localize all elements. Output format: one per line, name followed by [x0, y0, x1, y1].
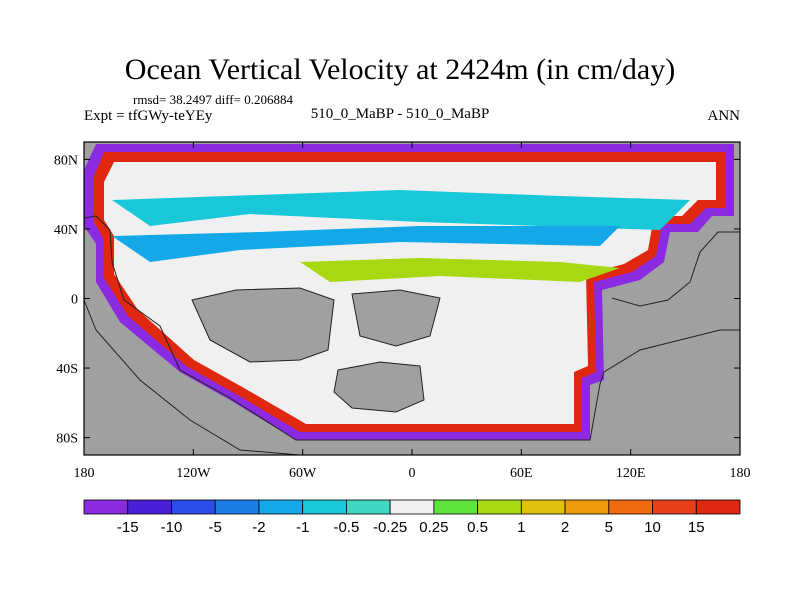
colorbar-label: -5	[209, 519, 222, 536]
colorbar-swatch	[127, 499, 172, 515]
x-tick-label: 120W	[176, 466, 211, 481]
coastline-east	[611, 231, 740, 307]
colorbar-swatch	[433, 499, 479, 515]
y-tick-label: 40N	[54, 223, 78, 238]
y-axis: 80N 40N 0 40S 80S	[54, 153, 740, 447]
field-band-green-mid	[300, 258, 620, 282]
y-tick-label: 80N	[54, 153, 78, 168]
colorbar-label: 2	[561, 519, 569, 536]
continent-center	[351, 289, 441, 347]
coastline	[84, 215, 740, 441]
season-label: ANN	[707, 108, 741, 124]
continent-west	[191, 287, 335, 363]
colorbar-label: 0.5	[467, 519, 488, 536]
colorbar-swatch	[389, 499, 435, 515]
coastline-west-south	[84, 299, 301, 455]
x-tick-label: 60W	[289, 466, 317, 481]
colorbar-swatch	[302, 499, 347, 515]
colorbar-swatch	[652, 499, 697, 515]
x-tick-label: 180	[74, 466, 95, 481]
colorbar-swatch	[258, 499, 304, 515]
colorbar-label: -1	[296, 519, 309, 536]
colorbar-label: -0.25	[373, 519, 407, 536]
continent-south-west	[333, 361, 425, 413]
y-tick-label: 0	[71, 293, 78, 308]
colorbar-swatch	[520, 499, 566, 515]
colorbar-label: 15	[688, 519, 705, 536]
colorbar-label: 1	[517, 519, 525, 536]
colorbar-swatch	[608, 499, 653, 515]
field-band-blue-north	[112, 226, 620, 262]
colorbar-swatch	[695, 499, 741, 515]
colorbar-label: 0.25	[419, 519, 448, 536]
colorbar-swatch	[171, 499, 216, 515]
colorbar-label: -15	[117, 519, 139, 536]
colorbar-label: 10	[644, 519, 661, 536]
colorbar-label: -10	[161, 519, 183, 536]
experiment-label: Expt = tfGWy-teYEy	[84, 108, 213, 124]
stats-line: rmsd= 38.2497 diff= 0.206884	[133, 92, 293, 107]
x-tick-label: 0	[409, 466, 416, 481]
colorbar: -15 -10 -5 -2 -1 -0.5 -0.25 0.25 0.5 1 2 5 10 15	[83, 499, 741, 536]
colorbar-label: -2	[252, 519, 265, 536]
colorbar-swatch	[214, 499, 260, 515]
x-tick-label: 60E	[510, 466, 533, 481]
x-axis: 180 120W 60W 0 60E 120E 180	[74, 142, 751, 481]
field-band-cyan-north	[112, 190, 690, 230]
colorbar-swatch	[477, 499, 522, 515]
runs-label: 510_0_MaBP - 510_0_MaBP	[310, 106, 490, 122]
colorbar-label: 5	[605, 519, 613, 536]
x-tick-label: 120E	[616, 466, 646, 481]
colorbar-swatch	[564, 499, 610, 515]
x-tick-label: 180	[730, 466, 751, 481]
colorbar-swatch	[345, 499, 391, 515]
y-tick-label: 40S	[56, 362, 78, 377]
y-tick-label: 80S	[56, 432, 78, 447]
map-field	[84, 142, 740, 455]
colorbar-swatch	[83, 499, 129, 515]
colorbar-label: -0.5	[333, 519, 359, 536]
chart-title: Ocean Vertical Velocity at 2424m (in cm/…	[124, 53, 676, 86]
